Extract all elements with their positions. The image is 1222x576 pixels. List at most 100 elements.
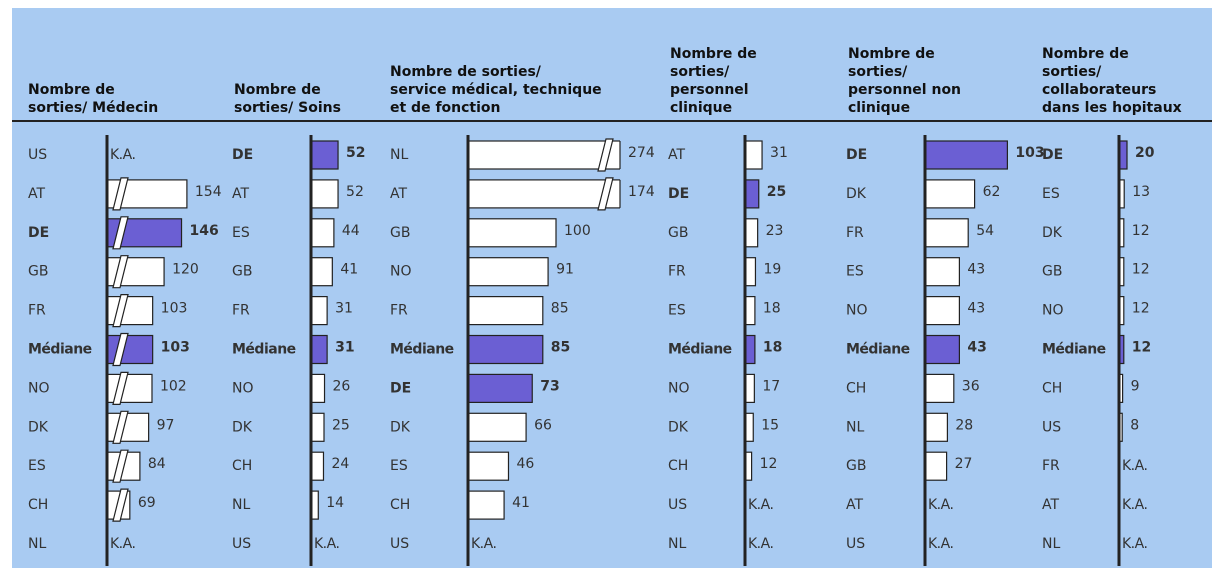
panel-title: Nombre de	[1042, 46, 1129, 62]
value-label: 85	[551, 301, 569, 317]
category-label: FR	[232, 303, 250, 319]
value-label: K.A.	[1122, 536, 1147, 552]
bar	[745, 296, 756, 326]
panel: NL 274 AT 174 GB 100 NO 91 FR 85 Médiane 85 DE 73 DK 66…	[390, 135, 655, 566]
category-label: GB	[390, 225, 410, 241]
value-label: K.A.	[1122, 458, 1147, 474]
category-label: ES	[846, 264, 864, 280]
panel-title: Nombre de	[848, 46, 935, 62]
value-label: 84	[148, 456, 166, 472]
bar	[1119, 373, 1124, 403]
value-label: 28	[955, 417, 973, 433]
axis-break	[112, 216, 129, 250]
bar	[468, 257, 549, 287]
panel: AT 31 DE 25 GB 23 FR 19 ES 18 Médiane 18 NO 17 DK 15 CH 1…	[668, 135, 788, 566]
value-label: K.A.	[110, 147, 135, 163]
value-label: 103	[161, 301, 188, 317]
bar	[745, 179, 760, 209]
value-label: 62	[983, 184, 1001, 200]
panel-title: sorties/	[670, 64, 730, 80]
value-label: K.A.	[928, 536, 953, 552]
axis-break	[112, 332, 129, 367]
category-label: CH	[1042, 380, 1062, 396]
axis-break	[112, 294, 129, 328]
value-label: 43	[967, 340, 986, 356]
panel: DE 20 ES 13 DK 12 GB 12 NO 12 Médiane 12 CH 9 US 8 FR K.A…	[1042, 135, 1155, 566]
category-label: AT	[668, 147, 685, 163]
category-label: AT	[232, 186, 249, 202]
bar	[468, 412, 527, 442]
category-label: DE	[668, 186, 689, 202]
value-label: 12	[1132, 223, 1150, 239]
value-label: 18	[763, 301, 781, 317]
category-label: DK	[390, 419, 411, 435]
category-label: DE	[28, 225, 49, 241]
category-label: CH	[232, 458, 252, 474]
category-label: NL	[28, 536, 46, 552]
category-label: ES	[28, 458, 46, 474]
value-label: 73	[540, 378, 559, 394]
bar	[311, 334, 328, 365]
value-label: K.A.	[928, 497, 953, 513]
bar	[925, 140, 1009, 170]
category-label: US	[846, 536, 865, 552]
value-label: 25	[767, 184, 786, 200]
bar	[468, 296, 544, 326]
bar	[745, 218, 759, 248]
axis-break	[112, 410, 129, 444]
category-label: US	[28, 147, 47, 163]
bar	[745, 257, 757, 287]
category-label: US	[232, 536, 251, 552]
category-label: DK	[232, 419, 253, 435]
value-label: 12	[1132, 301, 1150, 317]
category-label: FR	[846, 225, 864, 241]
bar	[311, 140, 339, 170]
value-label: 52	[346, 145, 365, 161]
category-label: DK	[28, 419, 49, 435]
value-label: K.A.	[748, 536, 773, 552]
category-label: AT	[28, 186, 45, 202]
panel-title: personnel non	[848, 82, 961, 98]
value-label: 26	[333, 378, 351, 394]
category-label: DE	[846, 147, 867, 163]
panel-title: sorties/	[848, 64, 908, 80]
panel-title: personnel	[670, 82, 749, 98]
category-label: AT	[1042, 497, 1059, 513]
value-label: 97	[157, 417, 175, 433]
axis-break	[112, 371, 129, 405]
bar	[745, 334, 756, 365]
value-label: K.A.	[471, 536, 496, 552]
value-label: K.A.	[1122, 497, 1147, 513]
category-label: US	[1042, 419, 1061, 435]
value-label: 41	[340, 262, 358, 278]
category-label: Médiane	[1042, 342, 1106, 358]
bar	[311, 257, 333, 287]
value-label: 25	[332, 417, 350, 433]
value-label: 146	[190, 223, 219, 239]
category-label: CH	[668, 458, 688, 474]
value-label: 20	[1135, 145, 1155, 161]
panel-title: service médical, technique	[390, 82, 602, 98]
panel-title: sorties/ Soins	[234, 100, 341, 116]
category-label: CH	[28, 497, 48, 513]
value-label: 54	[976, 223, 994, 239]
value-label: 46	[516, 456, 534, 472]
category-label: Médiane	[28, 342, 92, 358]
value-label: 8	[1130, 417, 1139, 433]
category-label: GB	[232, 264, 252, 280]
bar	[925, 257, 961, 287]
category-label: AT	[846, 497, 863, 513]
category-label: NO	[846, 303, 868, 319]
axis-break	[597, 138, 614, 172]
category-label: GB	[28, 264, 48, 280]
value-label: 43	[967, 262, 985, 278]
value-label: 69	[138, 495, 156, 511]
category-label: FR	[668, 264, 686, 280]
value-label: 103	[161, 340, 190, 356]
bar	[107, 373, 153, 403]
value-label: 85	[551, 340, 570, 356]
category-label: Médiane	[390, 342, 454, 358]
value-label: 91	[556, 262, 574, 278]
category-label: FR	[390, 303, 408, 319]
